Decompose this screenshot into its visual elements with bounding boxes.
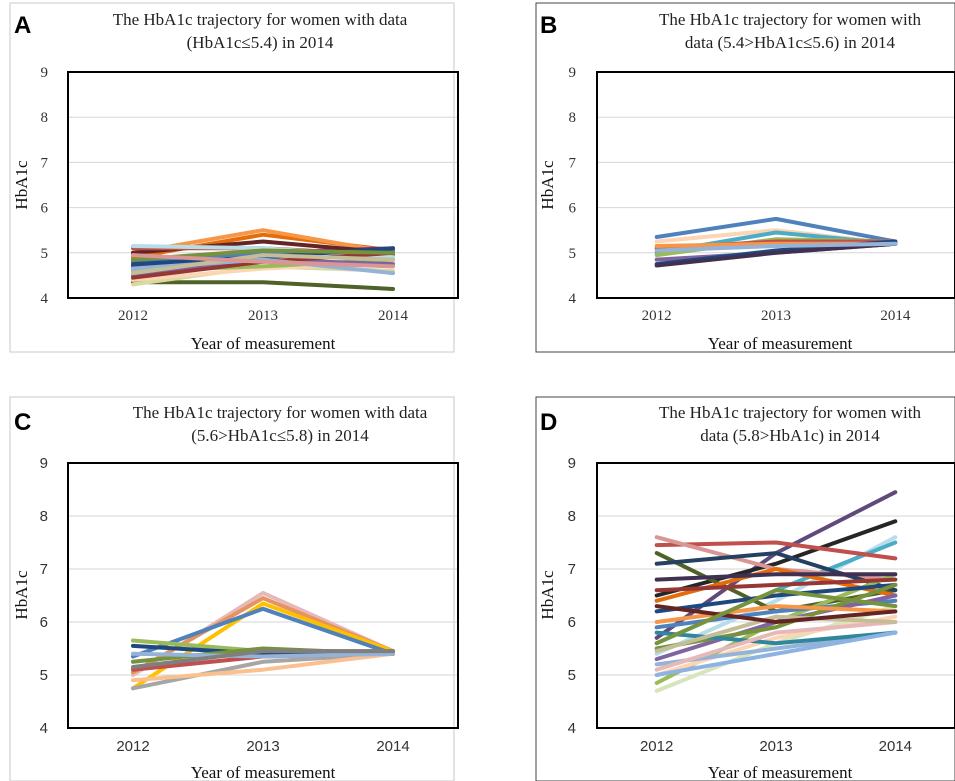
series-line-19 (654, 630, 898, 646)
chart-title-line-1: The HbA1c trajectory for women with data (133, 403, 428, 422)
panel-letter: D (540, 409, 557, 436)
chart-panel-a: 4 5 6 7 8 9 2012 2013 2014 A The HbA1c trajectory … (9, 2, 459, 353)
chart-title-line-2: data (5.8>HbA1c) in 2014 (700, 426, 880, 445)
x-tick-label: 2012 (640, 738, 673, 755)
series-line-23 (654, 614, 898, 654)
y-tick-label: 7 (40, 561, 48, 578)
chart-panel-d: 4 5 6 7 8 9 2012 2013 2014 D The HbA1c trajectory … (535, 396, 955, 781)
y-tick-label: 7 (41, 155, 49, 171)
x-tick-label: 2014 (376, 738, 409, 755)
series-line-9 (654, 241, 898, 268)
panel-frame (9, 396, 455, 781)
panel-frame (535, 2, 955, 353)
x-tick-label: 2012 (118, 308, 148, 324)
y-tick-label: 4 (568, 720, 576, 737)
y-axis-label: HbA1c (538, 570, 557, 620)
x-tick-label: 2013 (759, 738, 792, 755)
y-tick-label: 8 (568, 508, 576, 525)
plot-area-border (596, 462, 955, 729)
y-tick-label: 9 (40, 455, 48, 472)
y-tick-label: 4 (41, 291, 49, 307)
x-axis-label: Year of measurement (191, 763, 336, 781)
x-tick-label: 2014 (378, 308, 409, 324)
y-tick-label: 6 (41, 201, 49, 217)
y-tick-label: 5 (568, 667, 576, 684)
y-tick-label: 6 (568, 614, 576, 631)
y-tick-label: 7 (569, 155, 577, 171)
series-line-5 (654, 540, 898, 561)
panel-letter: C (14, 409, 31, 436)
chart-panel-c: 4 5 6 7 8 9 2012 2013 2014 C The HbA1c trajectory … (9, 396, 459, 781)
chart-title-line-2: (HbA1c≤5.4) in 2014 (187, 33, 334, 52)
series-line-4 (131, 606, 395, 659)
plot-area-border (67, 462, 459, 729)
y-tick-label: 5 (41, 246, 49, 262)
series-line-18 (131, 253, 395, 269)
y-tick-label: 9 (569, 65, 577, 81)
chart-title-line-1: The HbA1c trajectory for women with (659, 10, 921, 29)
series-line-22 (654, 572, 898, 582)
x-tick-label: 2013 (246, 738, 279, 755)
x-tick-label: 2013 (761, 308, 791, 324)
x-axis-label: Year of measurement (708, 334, 853, 353)
series-line-12 (131, 649, 395, 669)
x-tick-label: 2014 (879, 738, 912, 755)
x-axis-label: Year of measurement (191, 334, 336, 353)
series-line-17 (654, 577, 898, 593)
series-line-1 (654, 216, 898, 244)
y-tick-label: 7 (568, 561, 576, 578)
panel-letter: B (540, 12, 557, 39)
y-axis-label: HbA1c (12, 160, 31, 210)
y-tick-label: 9 (41, 65, 49, 81)
series-line-15 (654, 582, 898, 614)
y-tick-label: 5 (40, 667, 48, 684)
x-tick-label: 2012 (116, 738, 149, 755)
chart-title-line-2: data (5.4>HbA1c≤5.6) in 2014 (685, 33, 896, 52)
y-tick-label: 9 (568, 455, 576, 472)
chart-title-line-1: The HbA1c trajectory for women with data (113, 10, 408, 29)
y-tick-label: 8 (40, 508, 48, 525)
y-axis-label: HbA1c (12, 570, 31, 620)
panel-frame (9, 2, 455, 353)
y-tick-label: 6 (569, 201, 577, 217)
x-tick-label: 2012 (642, 308, 672, 324)
x-axis-label: Year of measurement (708, 763, 853, 781)
y-tick-label: 8 (41, 110, 49, 126)
panel-letter: A (14, 12, 31, 39)
series-line-9 (131, 651, 395, 683)
y-axis-label: HbA1c (538, 160, 557, 210)
series-line-1 (131, 280, 395, 291)
panel-frame (535, 396, 955, 781)
series-line-20 (654, 604, 898, 624)
series-line-21 (654, 620, 898, 672)
y-tick-label: 8 (569, 110, 577, 126)
x-tick-label: 2013 (248, 308, 278, 324)
y-tick-label: 6 (40, 614, 48, 631)
y-tick-label: 4 (40, 720, 48, 737)
y-tick-label: 4 (569, 291, 577, 307)
series-line-24 (654, 630, 898, 677)
series-line-25 (654, 604, 898, 624)
chart-title-line-2: (5.6>HbA1c≤5.8) in 2014 (191, 426, 369, 445)
chart-title-line-1: The HbA1c trajectory for women with (659, 403, 921, 422)
series-line-2 (654, 519, 898, 598)
plot-area-border (596, 71, 955, 299)
plot-area-border (67, 71, 459, 299)
series-line-26 (654, 588, 898, 646)
x-tick-label: 2014 (880, 308, 911, 324)
series-line-8 (654, 551, 898, 593)
series-line-11 (131, 651, 395, 659)
series-line-16 (131, 253, 395, 276)
chart-panel-b: 4 5 6 7 8 9 2012 2013 2014 B The HbA1c trajectory … (535, 2, 955, 353)
y-tick-label: 5 (569, 246, 577, 262)
series-line-10 (654, 241, 898, 253)
